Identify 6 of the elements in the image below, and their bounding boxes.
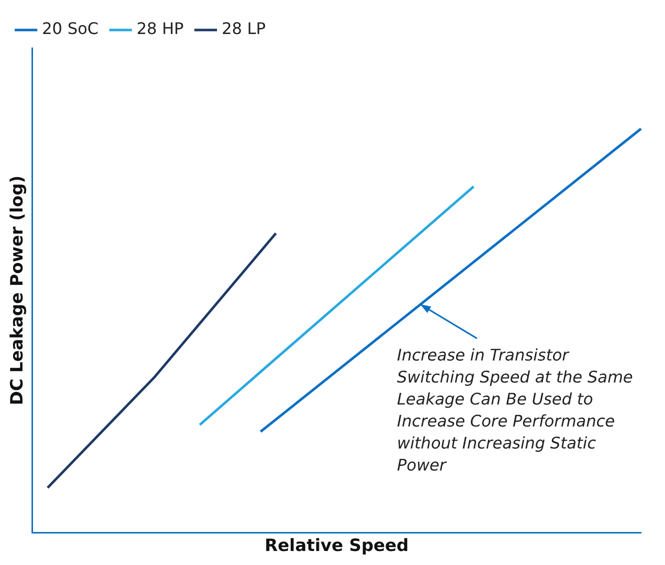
legend-label: 20 SoC xyxy=(42,19,99,38)
legend-label: 28 LP xyxy=(222,19,266,38)
legend-label: 28 HP xyxy=(136,19,184,38)
x-axis-title: Relative Speed xyxy=(264,536,409,556)
annotation: Increase in Transistor Switching Speed at the Same Leakage Can Be Used to Increase Core Performance without Increasing Static Power xyxy=(397,346,634,475)
y-axis-title: DC Leakage Power (log) xyxy=(8,175,28,406)
